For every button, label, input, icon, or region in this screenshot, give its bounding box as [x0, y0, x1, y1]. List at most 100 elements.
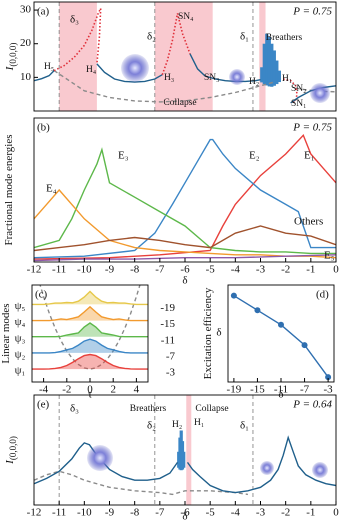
collapse-region — [154, 2, 213, 111]
annotation: SN₃ — [204, 73, 219, 83]
mode-label: ψ₅ — [15, 300, 26, 312]
data-point — [301, 342, 308, 349]
x-tick-label: 2 — [110, 384, 116, 396]
x-tick-label: -7 — [155, 264, 165, 276]
panel-label: (a) — [37, 6, 50, 18]
series-label: E₅ — [324, 250, 335, 262]
curve — [34, 138, 336, 259]
mode-fill — [32, 323, 148, 337]
annotation: Breathers — [130, 404, 167, 414]
curve — [32, 305, 148, 322]
annotation: H₁ — [194, 418, 204, 428]
x-tick-label: 0 — [87, 384, 93, 396]
plot-area — [32, 285, 148, 370]
y-tick-label: 20 — [20, 37, 32, 49]
mode-fill — [32, 291, 148, 305]
mode-delta: -15 — [160, 318, 175, 330]
panel-label: (c) — [35, 289, 48, 301]
mode-fill — [32, 354, 148, 370]
plot-area — [233, 295, 329, 378]
threshold-label: δ₁ — [240, 31, 249, 43]
y-axis-symbol: Linear modes — [0, 303, 12, 363]
y-axis-label: I(0,0,0) — [4, 43, 19, 72]
y-tick-label: 10 — [20, 71, 32, 83]
mode-icons — [87, 54, 330, 478]
curve — [161, 13, 191, 75]
collapse-region — [186, 395, 192, 505]
mode-fill — [32, 339, 148, 353]
x-axis-label: δ — [182, 511, 187, 520]
x-tick-label: -9 — [105, 264, 115, 276]
curve — [34, 147, 336, 255]
plot-area — [34, 134, 336, 262]
annotation: H₂ — [249, 77, 259, 87]
x-tick-label: 0 — [333, 507, 339, 519]
threshold-label: δ₂ — [147, 420, 156, 432]
annotation: H₂ — [172, 420, 182, 430]
data-point — [254, 307, 261, 314]
curve — [96, 63, 163, 83]
y-axis-subscript: (0,0,0) — [8, 43, 18, 67]
x-tick-label: -4 — [231, 507, 241, 519]
x-axis-label: δ — [278, 389, 283, 401]
x-tick-label: -3 — [256, 507, 266, 519]
curve — [233, 295, 329, 378]
icon — [312, 462, 328, 478]
annotation: H₄ — [86, 65, 96, 75]
data-point — [230, 292, 237, 299]
curve — [34, 134, 336, 260]
mode-label: ψ₃ — [15, 332, 26, 344]
mode-fill — [32, 306, 148, 321]
y-axis-label: I(0,0,0) — [4, 436, 19, 465]
x-tick-label: -15 — [250, 384, 265, 396]
mode-delta: -3 — [166, 367, 176, 379]
x-tick-label: -10 — [77, 507, 92, 519]
x-tick-label: -4 — [231, 264, 241, 276]
curve — [32, 322, 148, 338]
icon — [121, 54, 149, 82]
plot-area — [34, 395, 336, 505]
frame — [33, 394, 337, 506]
x-tick-label: -9 — [105, 507, 115, 519]
y-axis-symbol: I — [4, 65, 16, 71]
annotation: Collapse — [195, 404, 228, 414]
curve — [39, 285, 141, 370]
icon — [229, 69, 245, 85]
annotation: H₁ — [282, 74, 292, 84]
y-tick-label: 30 — [20, 4, 32, 16]
y-axis-symbol: Fractional mode energies — [3, 135, 15, 246]
parameter-label: P = 0.75 — [292, 6, 332, 18]
x-tick-label: -11 — [52, 264, 66, 276]
x-tick-label: -4 — [39, 384, 49, 396]
y-axis-symbol: I — [4, 459, 16, 465]
mode-label: ψ₁ — [15, 365, 26, 377]
mode-delta: -7 — [166, 350, 176, 362]
x-tick-label: -7 — [155, 507, 165, 519]
curve — [34, 225, 336, 252]
mode-label: ψ₄ — [15, 316, 26, 328]
x-tick-label: -2 — [281, 264, 290, 276]
icon — [87, 445, 113, 471]
x-tick-label: -10 — [77, 264, 92, 276]
collapse-region — [259, 2, 266, 111]
y2-axis-label: δ — [216, 327, 221, 339]
x-tick-label: -1 — [306, 264, 315, 276]
x-axis-label: τ — [88, 389, 93, 401]
x-tick-label: -11 — [274, 384, 288, 396]
panel: δ₃ δ₂ δ₁ 10 20 30 I(0,0,0) (a) P = 0.75 H₅ H₄ H₃ SN₄… — [4, 1, 337, 112]
x-tick-label: -6 — [180, 507, 190, 519]
plot-area — [34, 2, 336, 111]
x-tick-label: -5 — [206, 264, 216, 276]
frame — [33, 117, 337, 263]
x-tick-label: -11 — [52, 507, 66, 519]
mode-delta: -19 — [160, 302, 175, 314]
x-tick-label: -2 — [281, 507, 290, 519]
frame — [33, 1, 337, 112]
annotation: SN₁ — [291, 99, 306, 109]
annotation: H₃ — [164, 73, 174, 83]
data-point — [325, 374, 332, 381]
panel-label: (d) — [316, 289, 329, 301]
